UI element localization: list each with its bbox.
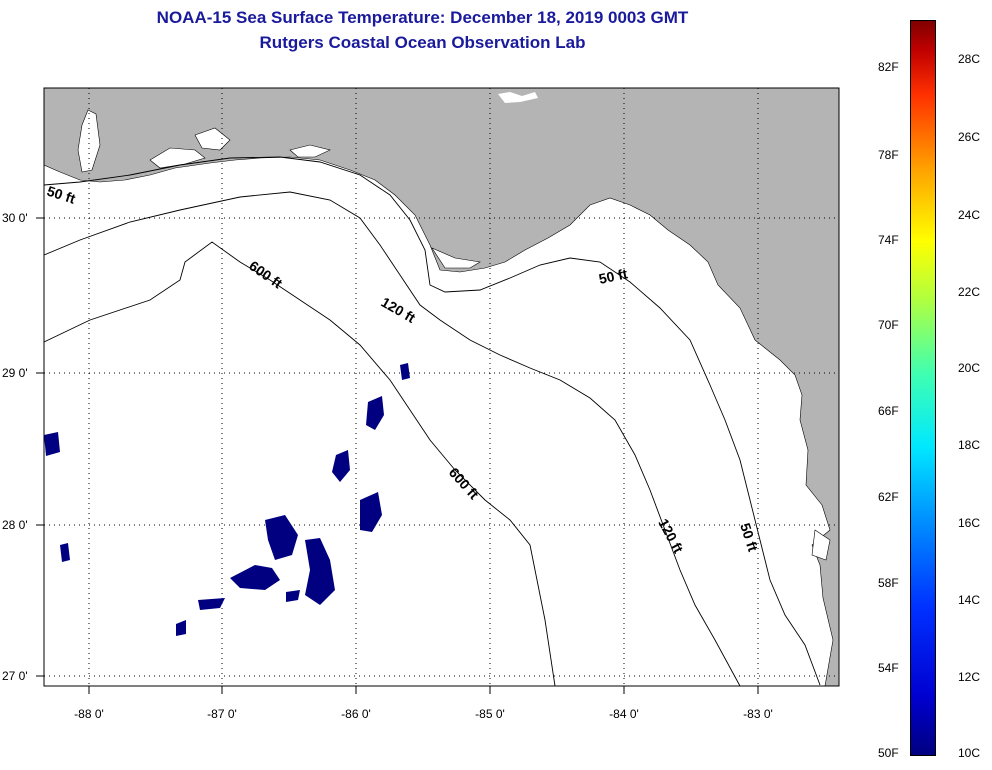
lat-label: 27 0'	[2, 669, 28, 683]
mobile-bay	[77, 109, 101, 173]
map-border	[43, 87, 840, 687]
lon-label: -88 0'	[74, 707, 104, 721]
sst-patch	[332, 450, 350, 482]
apalachicola-bay	[431, 247, 481, 269]
sst-patch	[305, 538, 335, 605]
contour-label: 50 ft	[597, 265, 629, 287]
sst-patch	[230, 565, 280, 590]
lat-label: 28 0'	[2, 518, 28, 532]
tampa-bay	[811, 529, 831, 561]
sst-patch	[198, 598, 225, 610]
colorbar-f-label: 58F	[878, 576, 899, 590]
colorbar-f-label: 82F	[878, 60, 899, 74]
sst-patch	[360, 492, 382, 532]
sst-patch	[286, 590, 300, 602]
contour-600ft	[43, 241, 556, 687]
colorbar-f-label: 54F	[878, 661, 899, 675]
sst-patch	[44, 432, 60, 456]
lon-label: -84 0'	[609, 707, 639, 721]
depth-contours	[43, 156, 821, 687]
inland-lake	[498, 92, 538, 103]
sst-patch	[400, 363, 410, 380]
land-mass	[43, 87, 840, 687]
lon-label: -83 0'	[743, 707, 773, 721]
colorbar-c-label: 18C	[958, 438, 981, 452]
lon-label: -86 0'	[341, 707, 371, 721]
sst-patch	[265, 515, 298, 560]
colorbar-c-label: 28C	[958, 52, 981, 66]
sst-patch	[366, 396, 384, 430]
colorbar-f-label: 62F	[878, 490, 899, 504]
lat-label: 30 0'	[2, 211, 28, 225]
colorbar-c-label: 10C	[958, 746, 981, 760]
colorbar-c-label: 16C	[958, 516, 981, 530]
temperature-colorbar	[910, 20, 936, 756]
colorbar-c-label: 14C	[958, 593, 981, 607]
choctawhatchee-bay	[194, 127, 231, 151]
lon-label: -85 0'	[475, 707, 505, 721]
axis-ticks	[36, 217, 759, 694]
colorbar-c-label: 20C	[958, 361, 981, 375]
colorbar-f-label: 78F	[878, 148, 899, 162]
colorbar-c-label: 24C	[958, 208, 981, 222]
contour-120ft	[43, 191, 741, 687]
cold-water-patches	[44, 363, 410, 636]
colorbar-c-label: 22C	[958, 285, 981, 299]
colorbar-c-label: 26C	[958, 130, 981, 144]
lat-label: 29 0'	[2, 366, 28, 380]
pensacola-bay	[149, 147, 206, 169]
colorbar-f-label: 50F	[878, 746, 899, 760]
sst-patch	[176, 620, 186, 636]
colorbar-f-label: 66F	[878, 404, 899, 418]
sst-patch	[60, 543, 70, 562]
map-subtitle: Rutgers Coastal Ocean Observation Lab	[259, 33, 586, 52]
lon-label: -87 0'	[207, 707, 237, 721]
st-andrew-bay	[289, 144, 331, 158]
contour-50ft-north	[43, 156, 821, 686]
colorbar-f-label: 70F	[878, 318, 899, 332]
colorbar-c-label: 12C	[958, 670, 981, 684]
colorbar-f-label: 74F	[878, 233, 899, 247]
map-title: NOAA-15 Sea Surface Temperature: Decembe…	[156, 8, 689, 27]
